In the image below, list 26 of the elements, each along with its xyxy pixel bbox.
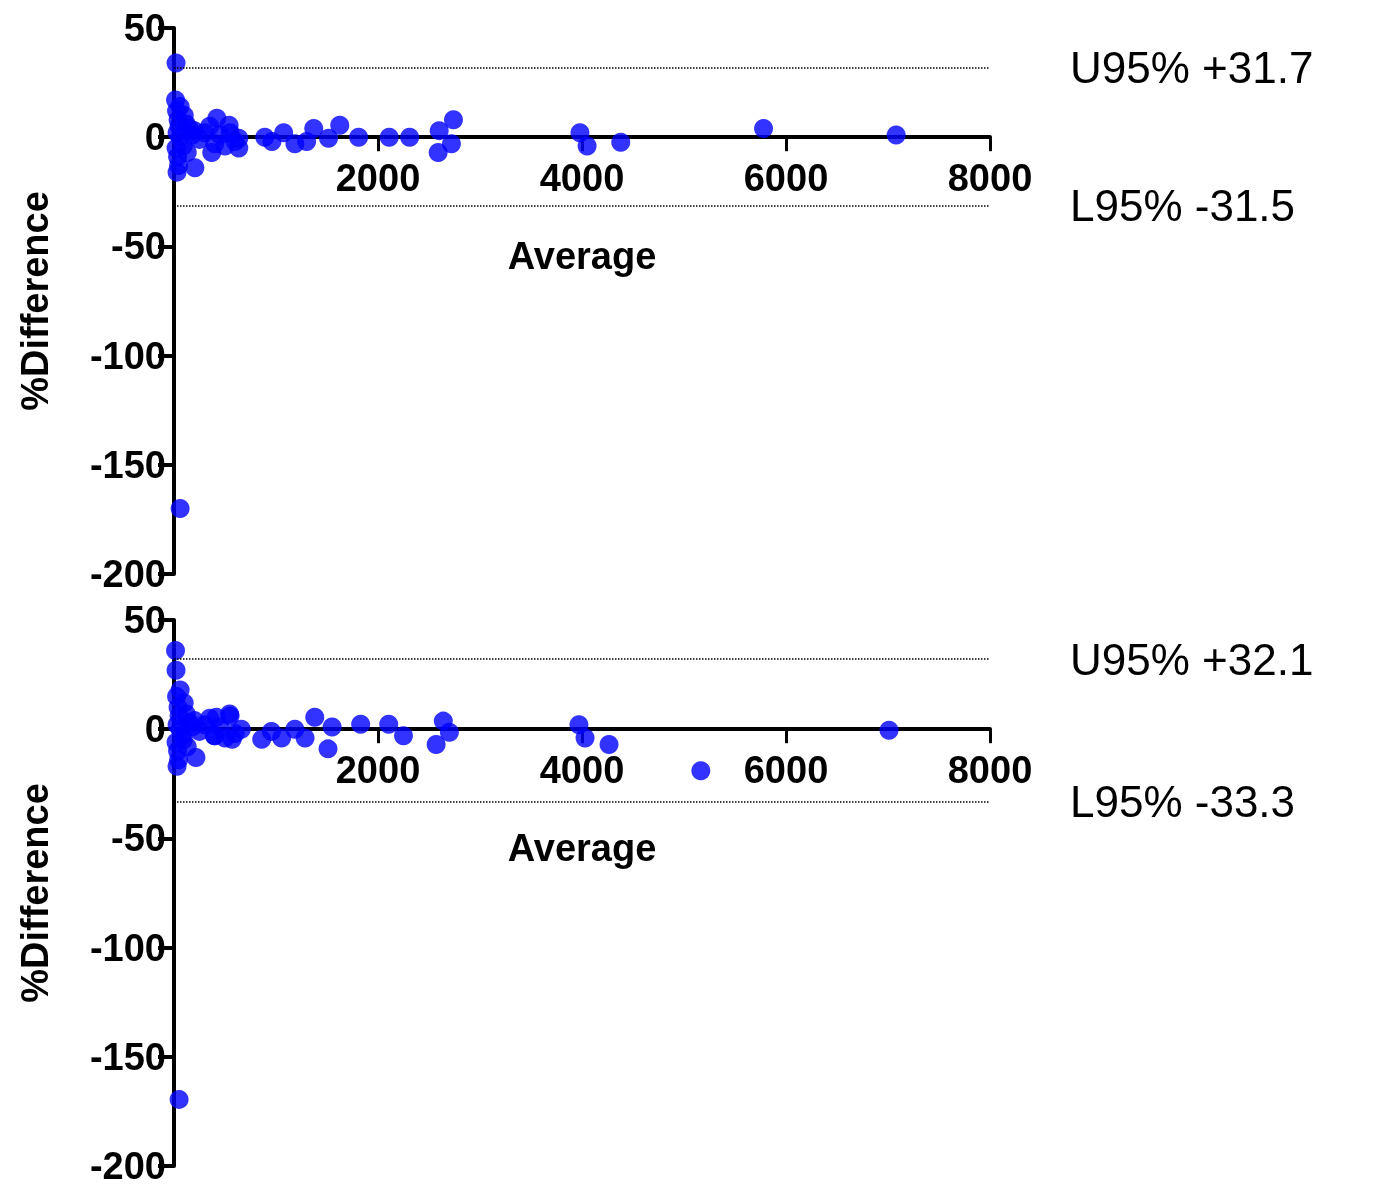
x-axis-title: Average [507,235,657,278]
ref-line-label: U95% +31.7 [1070,43,1314,93]
y-tick-label: -200 [89,553,166,595]
y-tick-label: 50 [123,7,166,49]
y-tick-label: -100 [89,926,166,969]
y-tick-label: -150 [89,443,166,486]
y-tick-label: -50 [111,225,166,268]
ref-line-label: U95% +32.1 [1070,634,1314,684]
x-tick-label: 6000 [743,157,829,200]
x-tick-label: 4000 [539,749,625,792]
ref-line-label: L95% -33.3 [1070,777,1296,827]
x-tick-label: 6000 [743,749,829,792]
ref-line-label: L95% -31.5 [1070,181,1296,231]
y-axis-title: %Difference [14,783,56,1003]
x-tick-label: 2000 [335,749,421,792]
y-tick-label: -100 [89,334,166,377]
y-tick-label: -200 [89,1145,166,1187]
x-tick-label: 8000 [947,749,1033,792]
x-tick-label: 2000 [335,157,421,200]
x-tick-label: 4000 [539,157,625,200]
y-tick-label: 50 [123,599,166,641]
y-axis-title: %Difference [14,191,56,411]
x-axis-title: Average [507,827,657,870]
y-tick-label: -150 [89,1035,166,1078]
y-tick-label: -50 [111,817,166,860]
x-tick-label: 8000 [947,157,1033,200]
